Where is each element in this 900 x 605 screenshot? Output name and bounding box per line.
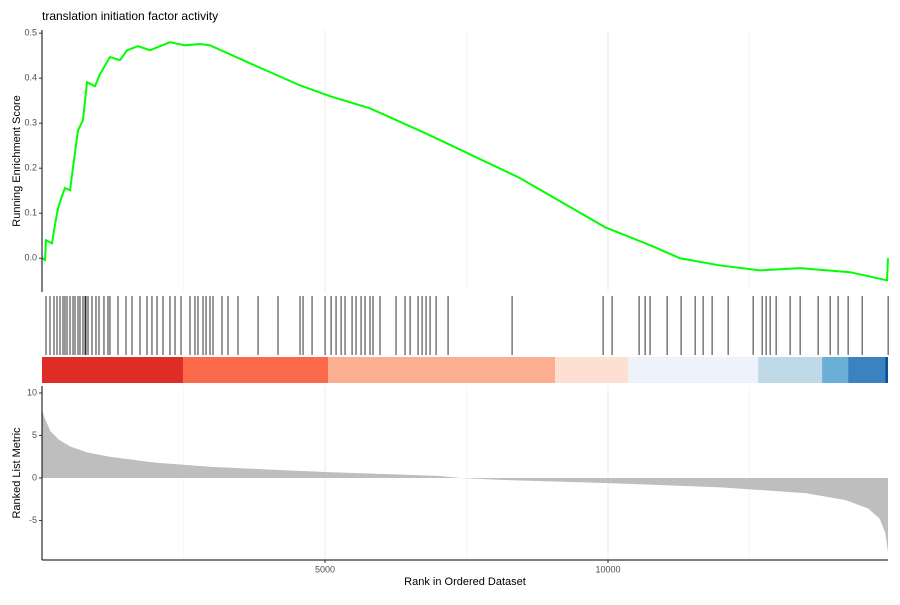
rank-band bbox=[885, 357, 888, 383]
y-tick-label: 0.3 bbox=[24, 118, 37, 128]
rank-band bbox=[328, 357, 556, 383]
y-tick-label: 0 bbox=[32, 472, 37, 482]
es-line bbox=[41, 41, 889, 282]
y-tick-label: -5 bbox=[29, 515, 37, 525]
x-axis-label: Rank in Ordered Dataset bbox=[404, 576, 526, 588]
rank-band bbox=[42, 357, 183, 383]
y-tick-label: 0.5 bbox=[24, 28, 37, 38]
y-axis-label: Ranked List Metric bbox=[11, 427, 23, 519]
rank-band bbox=[822, 357, 849, 383]
rank-band bbox=[555, 357, 629, 383]
rank-band bbox=[182, 357, 329, 383]
y-axis-label: Running Enrichment Score bbox=[11, 95, 23, 226]
y-tick-label: 0.2 bbox=[24, 163, 37, 173]
y-tick-label: 10 bbox=[27, 387, 37, 397]
y-tick-label: 0.0 bbox=[24, 253, 37, 263]
rank-band bbox=[848, 357, 886, 383]
chart-title: translation initiation factor activity bbox=[42, 9, 218, 23]
y-tick-label: 0.1 bbox=[24, 208, 37, 218]
rank-band bbox=[758, 357, 823, 383]
y-tick-label: 0.4 bbox=[24, 73, 37, 83]
metric-area bbox=[42, 409, 888, 552]
x-tick-label: 10000 bbox=[595, 564, 620, 574]
x-tick-label: 5000 bbox=[315, 564, 335, 574]
rank-band bbox=[628, 357, 759, 383]
y-tick-label: 5 bbox=[32, 430, 37, 440]
